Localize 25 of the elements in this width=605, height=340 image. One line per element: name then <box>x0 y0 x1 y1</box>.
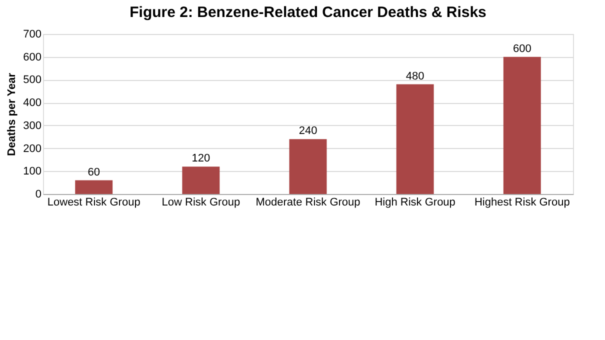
y-axis-title: Deaths per Year <box>6 72 18 156</box>
data-label: 600 <box>512 42 532 55</box>
x-tick-label: Lowest Risk Group <box>47 196 140 208</box>
y-tick-label: 100 <box>23 166 42 178</box>
data-label: 480 <box>406 70 424 82</box>
bar <box>289 139 327 194</box>
chart-title: Figure 2: Benzene-Related Cancer Deaths & Risks <box>130 4 486 21</box>
bar <box>75 180 113 194</box>
bar <box>503 56 541 194</box>
bar <box>396 84 434 194</box>
data-label: 120 <box>192 152 210 165</box>
y-tick-label: 0 <box>35 188 42 200</box>
y-tick-label: 400 <box>23 97 42 110</box>
bar <box>182 166 220 194</box>
y-tick-label: 700 <box>23 28 42 40</box>
y-tick-label: 200 <box>23 142 42 155</box>
x-tick-label: Low Risk Group <box>162 196 240 208</box>
x-tick-label: Highest Risk Group <box>474 196 570 208</box>
x-tick-label: High Risk Group <box>374 196 456 208</box>
y-tick-label: 300 <box>23 120 42 132</box>
y-tick-label: 500 <box>23 74 42 86</box>
y-tick-label: 600 <box>23 51 42 64</box>
data-label: 60 <box>88 166 100 178</box>
x-tick-label: Moderate Risk Group <box>256 196 360 208</box>
data-label: 240 <box>298 125 318 138</box>
